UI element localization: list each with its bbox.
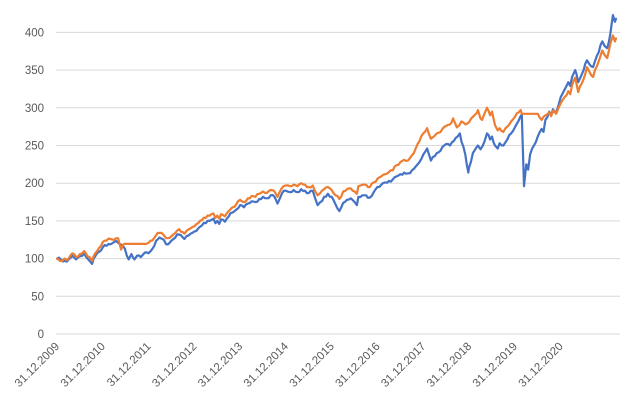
x-axis-tick-label: 31.12.2016 [333, 341, 382, 390]
blue-series-line [55, 14, 618, 265]
y-axis-tick-label: 400 [25, 27, 44, 39]
y-axis-tick-label: 0 [38, 329, 44, 341]
x-axis-tick-label: 31.12.2011 [105, 341, 154, 390]
y-axis-tick-label: 150 [25, 216, 44, 228]
y-axis-labels: 0 50 100 150 200 250 300 350 400 [25, 27, 44, 341]
x-axis-tick-label: 31.12.2010 [59, 341, 108, 390]
x-axis-tick-label: 31.12.2009 [13, 341, 62, 390]
x-axis-tick-label: 31.12.2018 [425, 341, 474, 390]
y-axis-tick-label: 100 [25, 254, 44, 266]
x-axis-tick-label: 31.12.2014 [242, 340, 292, 390]
orange-series-line [55, 34, 618, 262]
gridlines [56, 31, 620, 335]
x-axis-labels: 31.12.200931.12.201031.12.201131.12.2012… [13, 340, 566, 390]
y-axis-tick-label: 250 [25, 141, 44, 153]
y-axis-tick-label: 50 [31, 291, 44, 303]
y-axis-tick-label: 300 [25, 103, 44, 115]
x-axis-tick-label: 31.12.2020 [517, 341, 566, 390]
x-axis-tick-label: 31.12.2015 [288, 341, 337, 390]
x-axis-tick-label: 31.12.2017 [379, 341, 428, 390]
x-axis-tick-label: 31.12.2012 [150, 341, 199, 390]
y-axis-tick-label: 350 [25, 65, 44, 77]
x-axis-tick-label: 31.12.2019 [471, 341, 520, 390]
y-axis-tick-label: 200 [25, 178, 44, 190]
x-axis-tick-label: 31.12.2013 [196, 341, 245, 390]
